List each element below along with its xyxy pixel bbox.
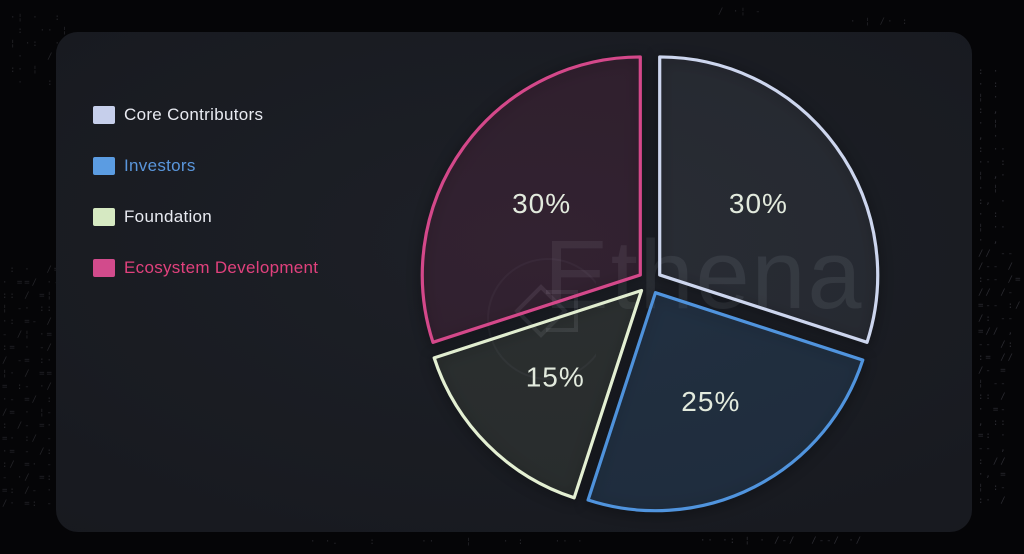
pie-slice-label: 15% xyxy=(526,362,585,393)
glitch-pattern: ·· ·: ¦ · /-/ /--/ ·/ xyxy=(700,536,864,546)
legend-label: Core Contributors xyxy=(124,104,264,124)
legend-label: Foundation xyxy=(124,206,213,226)
legend-swatch xyxy=(93,258,115,277)
legend-label: Ecosystem Development xyxy=(124,257,319,277)
legend-swatch xyxy=(93,105,115,124)
chart-card: Ethena 30%25%15%30% Core Contributors In… xyxy=(56,32,972,532)
legend-item-foundation: Foundation xyxy=(93,207,318,226)
legend-swatch xyxy=(93,156,115,175)
glitch-pattern: / ·¦ - xyxy=(718,7,763,17)
legend-label: Investors xyxy=(124,155,196,175)
glitch-pattern: : · · : ¦ · : , · ¦ , · : ·· ·· : ¦ ,· ·… xyxy=(978,67,1023,506)
legend-item-investors: Investors xyxy=(93,156,318,175)
pie-slice-investors xyxy=(586,291,865,513)
pie-slice-ecosystem-development xyxy=(420,55,642,344)
glitch-pattern: · ¦ /· : xyxy=(850,17,910,27)
pie-slice-label: 30% xyxy=(729,188,788,219)
pie-slice-foundation xyxy=(432,288,644,500)
legend-swatch xyxy=(93,207,115,226)
pie-slice-label: 30% xyxy=(512,188,571,219)
pie-slice-core-contributors xyxy=(658,55,880,344)
legend-item-ecosystem-development: Ecosystem Development xyxy=(93,258,318,277)
pie-chart: 30% 25% 15% 30% xyxy=(420,55,880,513)
glitch-pattern: : · /= · ==/ ·- :: / =¦ ¦ -· :: ·: =- / … xyxy=(2,265,62,509)
pie-slice-label: 25% xyxy=(681,386,740,417)
glitch-pattern: · ·. : ·· ¦ · : ·· · xyxy=(310,537,585,547)
legend: Core Contributors Investors Foundation E… xyxy=(93,105,318,309)
legend-item-core-contributors: Core Contributors xyxy=(93,105,318,124)
